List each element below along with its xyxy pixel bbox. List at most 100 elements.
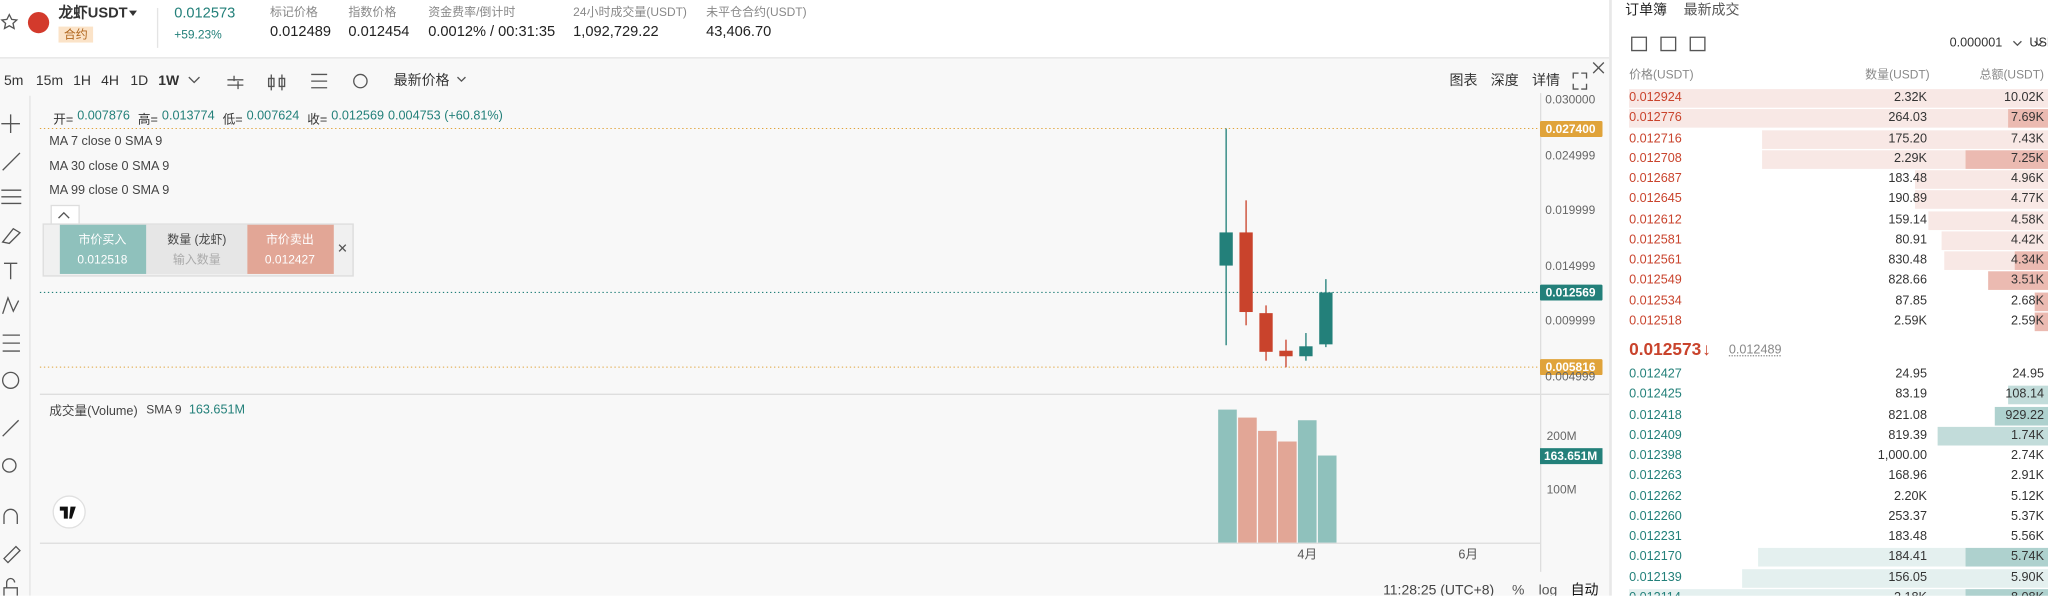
col-header: 价格(USDT) [1629,67,1694,82]
volume-bar [1317,455,1337,543]
tv-logo [52,495,86,529]
scale-option[interactable]: log [1538,582,1558,596]
book-price[interactable]: 0.012924 [1629,90,1682,106]
book-qty: 2.32K [1893,90,1927,106]
qty-field[interactable] [146,224,248,274]
trendline-tool [2,152,21,171]
ohlc-change: 0.004753 (+60.81%) [387,109,503,124]
interval-button[interactable]: 15m [35,73,64,90]
stat-value: 0.012489 [269,23,331,40]
volume-indicator-value: 163.651M [188,402,246,418]
interval-button[interactable]: 4H [101,73,119,90]
collapse-button[interactable] [58,211,70,219]
volume-indicator: SMA 9 [146,402,182,417]
book-total: 24.95 [2012,367,2045,382]
stat-label: 24小时成交量(USDT) [573,5,687,19]
sell-price[interactable]: 0.012427 [264,252,315,266]
scale-option[interactable]: 自动 [1570,582,1599,596]
indicator: MA 99 close 0 SMA 9 [49,183,170,199]
buy-price[interactable]: 0.012518 [77,252,128,266]
widget-close[interactable] [338,244,347,252]
price-type[interactable]: 最新价格 [393,73,450,90]
book-price[interactable]: 0.012612 [1629,212,1682,227]
logo [27,11,50,34]
ohlc-legend: 开= 0.007876 高= 0.013774 低= 0.007624 收= 0.012569… [49,109,503,128]
book-price[interactable]: 0.012645 [1629,191,1682,207]
book-price[interactable]: 0.012581 [1629,232,1682,248]
book-price[interactable]: 0.012549 [1629,272,1682,288]
fib-tool [1,189,22,205]
book-price[interactable]: 0.012427 [1629,367,1682,382]
unit-select[interactable]: USDT [2029,35,2048,51]
book-price[interactable]: 0.012260 [1629,509,1682,524]
emoji-tool [1,371,20,389]
book-price[interactable]: 0.012114 [1629,590,1681,596]
zoom-tool [1,458,17,473]
book-qty: 2.18K [1661,590,1927,596]
book-price[interactable]: 0.012231 [1629,529,1682,544]
indicator: MA 30 close 0 SMA 9 [49,158,170,174]
depth-bar-total [1937,426,2048,446]
interval-dropdown [188,76,200,84]
last-price: 0.012573 [174,5,236,22]
buy-label[interactable]: 市价买入 [78,232,127,247]
indicator-icon [227,75,244,90]
book-price[interactable]: 0.012716 [1629,130,1682,146]
book-price[interactable]: 0.012263 [1629,468,1682,484]
col-header: 数量(USDT) [1865,67,1930,82]
interval-button[interactable]: 1H [73,73,92,90]
book-qty: 175.20 [1888,130,1927,146]
mid-price-layout-icon [1631,36,1706,52]
book-qty: 83.19 [1895,387,1927,402]
price-marker-label: 0.012569 [1545,285,1596,300]
precision-select[interactable]: 0.000001 [1949,35,2003,51]
book-price[interactable]: 0.012139 [1629,569,1682,585]
candle-type-icon [267,74,286,91]
view-tab[interactable]: 深度 [1490,73,1519,90]
contract-tag: 合约 [58,26,94,43]
buy-button[interactable] [59,224,147,274]
unit-dropdown [2034,40,2044,47]
interval-button[interactable]: 1W [158,73,180,90]
book-price[interactable]: 0.012687 [1629,171,1682,187]
candle-body [1219,232,1233,266]
book-total: 5.37K [2010,509,2045,524]
scale-option[interactable]: % [1512,582,1525,596]
book-qty: 264.03 [1888,110,1927,126]
depth-bar [1915,190,2048,210]
book-price[interactable]: 0.012534 [1629,293,1682,308]
book-price[interactable]: 0.012776 [1629,110,1682,126]
depth-bar [1758,548,2048,567]
book-qty: 183.48 [1888,171,1927,187]
book-tab[interactable]: 订单簿 [1625,2,1667,19]
interval-button[interactable]: 5m [3,73,24,90]
book-total: 2.68K [2010,293,2045,308]
book-price[interactable]: 0.012518 [1629,313,1682,329]
price-marker [1539,359,1603,376]
book-price[interactable]: 0.012708 [1629,151,1682,166]
y-tick-label: 0.024999 [1545,148,1596,162]
view-tab[interactable]: 图表 [1449,73,1478,90]
book-price[interactable]: 0.012262 [1629,488,1682,504]
view-tab[interactable]: 详情 [1532,73,1560,90]
sell-label[interactable]: 市价卖出 [265,232,314,247]
book-total: 4.34K [2010,252,2045,268]
mid-arrow: ↓ [1702,339,1711,360]
book-price[interactable]: 0.012170 [1629,549,1682,565]
book-price[interactable]: 0.012561 [1629,252,1682,268]
interval-button[interactable]: 1D [130,73,149,90]
sell-button[interactable] [247,224,334,274]
book-tab[interactable]: 最新成交 [1683,2,1740,19]
depth-bar [1944,251,2048,270]
book-price[interactable]: 0.012425 [1629,387,1682,402]
depth-bar-total [1994,406,2048,425]
book-total: 5.90K [2010,569,2045,585]
book-price[interactable]: 0.012398 [1629,448,1682,463]
book-price[interactable]: 0.012409 [1629,427,1682,443]
qty-placeholder[interactable]: 输入数量 [172,252,221,266]
clock: 11:28:25 (UTC+8) [1383,582,1495,596]
chart-background [0,58,1610,596]
book-price[interactable]: 0.012418 [1629,407,1682,423]
